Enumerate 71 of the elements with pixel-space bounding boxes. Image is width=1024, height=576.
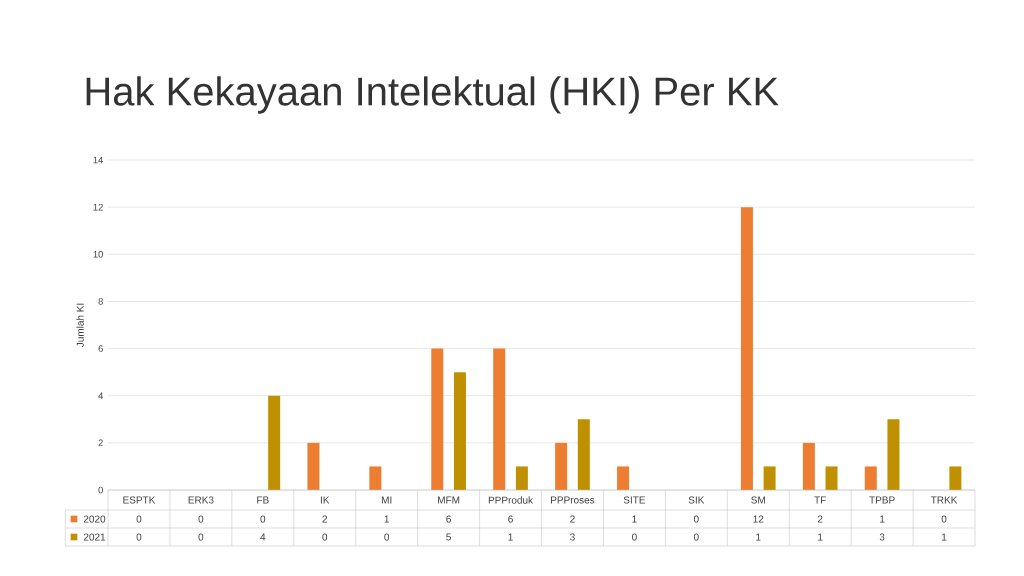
x-tick-label: SIK [688, 496, 705, 504]
legend-label: 2021 [83, 533, 106, 541]
x-tick-label: TF [814, 496, 826, 504]
x-tick-label: ERK3 [188, 496, 214, 504]
bar [555, 442, 568, 490]
data-label: 5 [446, 533, 451, 541]
bar [431, 348, 444, 490]
bar [307, 442, 320, 490]
bar [825, 466, 838, 490]
y-tick-label: 8 [98, 298, 103, 305]
bar [617, 466, 630, 490]
x-tick-label: TRKK [930, 496, 958, 504]
bar [493, 348, 506, 490]
data-label: 6 [508, 515, 513, 523]
data-label: 1 [880, 515, 885, 523]
data-label: 1 [942, 533, 947, 541]
x-tick-label: PPProses [551, 496, 595, 504]
x-tick-label: TPBP [869, 496, 895, 504]
x-tick-label: ESPTK [123, 496, 156, 504]
data-label: 0 [632, 533, 637, 541]
data-label: 0 [198, 533, 204, 541]
bar [887, 419, 900, 490]
data-label: 0 [260, 515, 266, 523]
x-tick-label: IK [320, 496, 330, 504]
data-label: 0 [693, 515, 699, 523]
data-label: 2 [322, 515, 328, 523]
bar [369, 466, 382, 490]
y-axis-title: Jumlah KI [76, 303, 84, 348]
chart-title: Hak Kekayaan Intelektual (HKI) Per KK [86, 76, 779, 114]
data-label: 1 [756, 533, 761, 541]
data-label: 0 [322, 533, 328, 541]
data-label: 0 [136, 533, 142, 541]
data-label: 0 [693, 533, 699, 541]
bar [949, 466, 962, 490]
data-label: 1 [508, 533, 513, 541]
data-label: 2 [817, 515, 823, 523]
data-label: 1 [632, 515, 637, 523]
data-label: 0 [384, 533, 390, 541]
bar [740, 207, 753, 490]
x-tick-label: SM [751, 496, 765, 504]
y-tick-label: 12 [93, 203, 103, 211]
legend-label: 2020 [83, 515, 106, 523]
bar [515, 466, 528, 490]
x-tick-label: MI [381, 496, 392, 504]
data-label: 0 [941, 515, 947, 523]
bar [268, 395, 281, 490]
data-label: 2 [570, 515, 575, 523]
y-tick-label: 2 [98, 439, 103, 447]
y-tick-label: 0 [98, 486, 103, 494]
data-label: 3 [879, 533, 885, 541]
y-tick-label: 14 [93, 156, 104, 164]
x-tick-label: PPProduk [488, 496, 534, 504]
y-tick-label: 6 [98, 345, 103, 352]
bar [802, 442, 815, 490]
data-label: 1 [384, 515, 389, 523]
data-label: 3 [570, 533, 575, 541]
data-label: 12 [753, 515, 764, 523]
bar [577, 419, 590, 490]
bar [763, 466, 776, 490]
data-label: 1 [818, 533, 823, 541]
data-label: 6 [446, 515, 451, 523]
bar [453, 372, 466, 490]
x-tick-label: SITE [623, 496, 646, 504]
data-label: 0 [198, 515, 204, 523]
data-label: 0 [136, 515, 142, 523]
bar [864, 466, 877, 490]
data-label: 4 [260, 533, 266, 541]
y-tick-label: 4 [98, 392, 104, 399]
x-tick-label: MFM [438, 496, 460, 504]
x-tick-label: FB [257, 496, 269, 504]
y-tick-label: 10 [93, 251, 103, 258]
